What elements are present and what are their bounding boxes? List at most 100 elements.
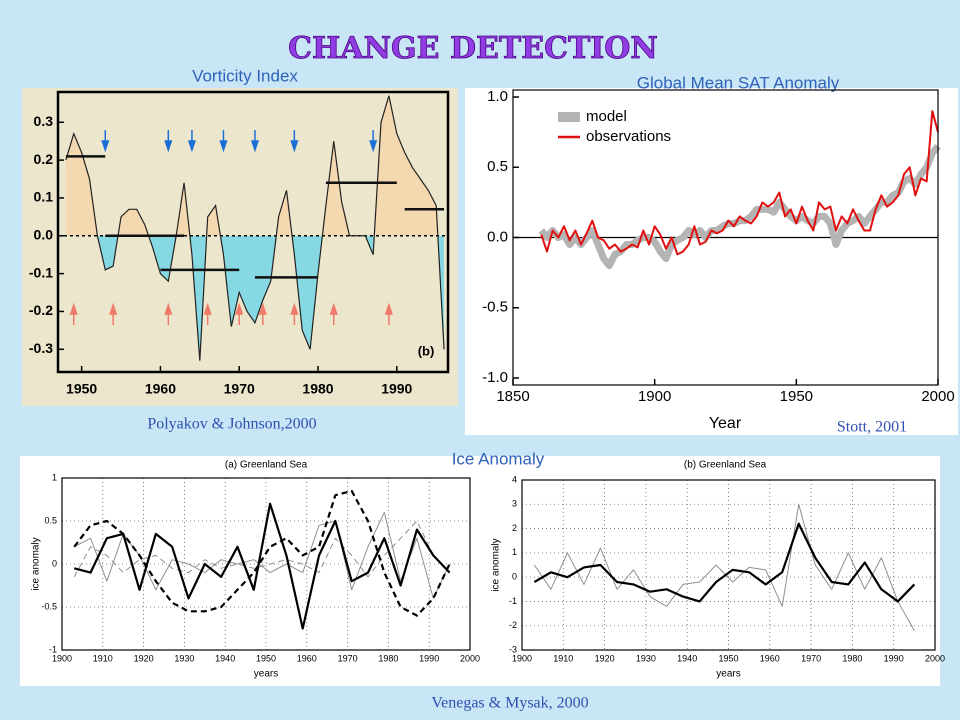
up-arrow [384,302,393,325]
series-line [538,143,941,270]
down-arrow [369,130,378,153]
series-line [73,520,450,578]
y-tick-label: -0.3 [29,340,53,356]
up-arrow [258,302,267,325]
x-axis-label: years [254,669,278,680]
x-axis-label: years [716,669,740,680]
x-tick-label: 1900 [52,653,72,663]
series-line [73,489,451,617]
up-arrow [290,302,299,325]
x-tick-label: 1990 [381,381,412,397]
y-tick-label: 0.2 [34,151,54,167]
plot-frame [61,477,471,651]
y-tick-label: 0 [512,572,517,582]
up-arrow [203,302,212,325]
x-tick-label: 1980 [378,653,398,663]
y-tick-label: -1.0 [482,369,508,386]
up-arrow [164,302,173,325]
panel-label: (b) [418,343,435,358]
x-tick-label: 1960 [297,653,317,663]
chart-source: Stott, 2001 [837,419,907,436]
y-tick-label: 0 [52,558,57,568]
x-tick-label: 1900 [638,388,671,405]
y-axis-label: ice anomaly [491,538,502,591]
down-arrow [164,130,173,153]
slide-title: CHANGE DETECTION [288,31,658,66]
x-tick-label: 2000 [925,653,945,663]
x-tick-label: 1990 [884,653,904,663]
x-tick-label: 1950 [718,653,738,663]
x-tick-label: 1920 [134,653,154,663]
down-arrow [101,130,110,153]
up-arrow [235,302,244,325]
x-tick-label: 1850 [496,388,529,405]
chart-title: (a) Greenland Sea [225,460,308,471]
up-arrow [329,302,338,325]
x-tick-label: 1960 [760,653,780,663]
y-tick-label: -3 [509,644,517,654]
x-tick-label: 2000 [921,388,954,405]
y-axis-label: ice anomaly [31,537,42,590]
down-arrow [290,130,299,153]
up-arrow [69,302,78,325]
series-line [73,502,451,630]
y-tick-label: -1 [49,644,57,654]
panel-bg [465,88,958,435]
legend-label: observations [586,128,671,145]
x-tick-label: 1930 [174,653,194,663]
y-tick-label: 0.5 [487,158,508,175]
y-tick-label: -1 [509,596,517,606]
series-line [540,110,939,256]
series-line [533,503,915,631]
x-tick-label: 1980 [302,381,333,397]
y-tick-label: 0.3 [34,113,54,129]
x-tick-label: 1950 [780,388,813,405]
area [65,95,445,361]
series-line [533,522,916,603]
x-tick-label: 1960 [145,381,176,397]
y-tick-label: 0.0 [487,228,508,245]
y-tick-label: -0.5 [482,299,508,316]
y-tick-label: 0.0 [34,226,54,242]
x-tick-label: 1940 [677,653,697,663]
x-axis-label: Year [709,415,742,432]
line [65,95,445,361]
y-tick-label: -2 [509,620,517,630]
legend-swatch [558,112,580,122]
x-tick-label: 1970 [338,653,358,663]
down-arrow [250,130,260,153]
x-tick-label: 1950 [66,381,97,397]
x-tick-label: 1970 [801,653,821,663]
y-tick-label: 0.1 [34,189,54,205]
panel-bg [20,456,940,686]
y-tick-label: 4 [512,474,517,484]
group-title: Ice Anomaly [452,449,545,468]
chart-title: (b) Greenland Sea [684,460,767,471]
plot-frame [521,479,936,651]
x-tick-label: 1950 [256,653,276,663]
y-tick-label: 1 [52,472,57,482]
group-source: Venegas & Mysak, 2000 [431,695,588,712]
x-tick-label: 1910 [93,653,113,663]
y-tick-label: 1 [512,547,517,557]
x-tick-label: 1930 [636,653,656,663]
legend-label: model [586,108,627,125]
x-tick-label: 2000 [460,653,480,663]
plot-frame [56,90,450,374]
x-tick-label: 1900 [512,653,532,663]
x-tick-label: 1980 [842,653,862,663]
down-arrow [187,130,196,153]
chart-title: Vorticity Index [192,66,298,85]
x-tick-label: 1920 [595,653,615,663]
plot-frame [512,89,939,386]
y-tick-label: 0.5 [44,515,57,525]
y-tick-label: 1.0 [487,88,508,105]
x-tick-label: 1910 [553,653,573,663]
x-tick-label: 1990 [419,653,439,663]
y-tick-label: -0.5 [41,601,57,611]
y-tick-label: -0.1 [29,264,53,280]
chart-source: Polyakov & Johnson,2000 [147,416,316,433]
y-tick-label: 2 [512,523,517,533]
x-tick-label: 1970 [224,381,255,397]
